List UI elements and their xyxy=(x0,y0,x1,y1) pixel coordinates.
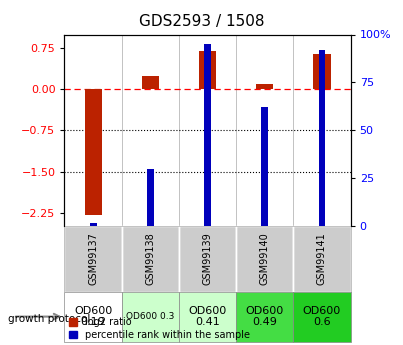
Bar xyxy=(204,44,211,226)
Bar xyxy=(293,226,351,292)
Bar xyxy=(85,89,102,215)
Text: GSM99141: GSM99141 xyxy=(317,233,327,285)
Text: GSM99140: GSM99140 xyxy=(260,233,270,285)
Text: OD600
0.6: OD600 0.6 xyxy=(303,306,341,327)
Legend: log2 ratio, percentile rank within the sample: log2 ratio, percentile rank within the s… xyxy=(69,317,250,340)
Bar xyxy=(318,50,326,226)
Bar xyxy=(314,54,330,89)
Text: OD600
0.41: OD600 0.41 xyxy=(189,306,226,327)
Bar xyxy=(236,292,293,342)
Bar xyxy=(236,226,293,292)
Bar xyxy=(293,292,351,342)
Bar xyxy=(89,223,97,226)
Text: OD600 0.3: OD600 0.3 xyxy=(126,312,174,321)
Bar xyxy=(256,84,273,89)
Bar xyxy=(122,292,179,342)
Bar xyxy=(122,226,179,292)
Bar xyxy=(64,226,122,292)
Bar xyxy=(261,107,268,226)
Bar xyxy=(199,51,216,89)
Text: GSM99138: GSM99138 xyxy=(145,233,155,285)
Bar xyxy=(64,292,122,342)
Text: GSM99139: GSM99139 xyxy=(203,233,212,285)
Text: growth protocol: growth protocol xyxy=(8,314,90,324)
Bar xyxy=(179,292,236,342)
Text: OD600
0.49: OD600 0.49 xyxy=(246,306,284,327)
Text: GDS2593 / 1508: GDS2593 / 1508 xyxy=(139,14,264,29)
Bar xyxy=(142,76,159,89)
Bar xyxy=(147,169,154,226)
Text: OD600
0.19: OD600 0.19 xyxy=(74,306,112,327)
Text: GSM99137: GSM99137 xyxy=(88,233,98,285)
Bar xyxy=(179,226,236,292)
